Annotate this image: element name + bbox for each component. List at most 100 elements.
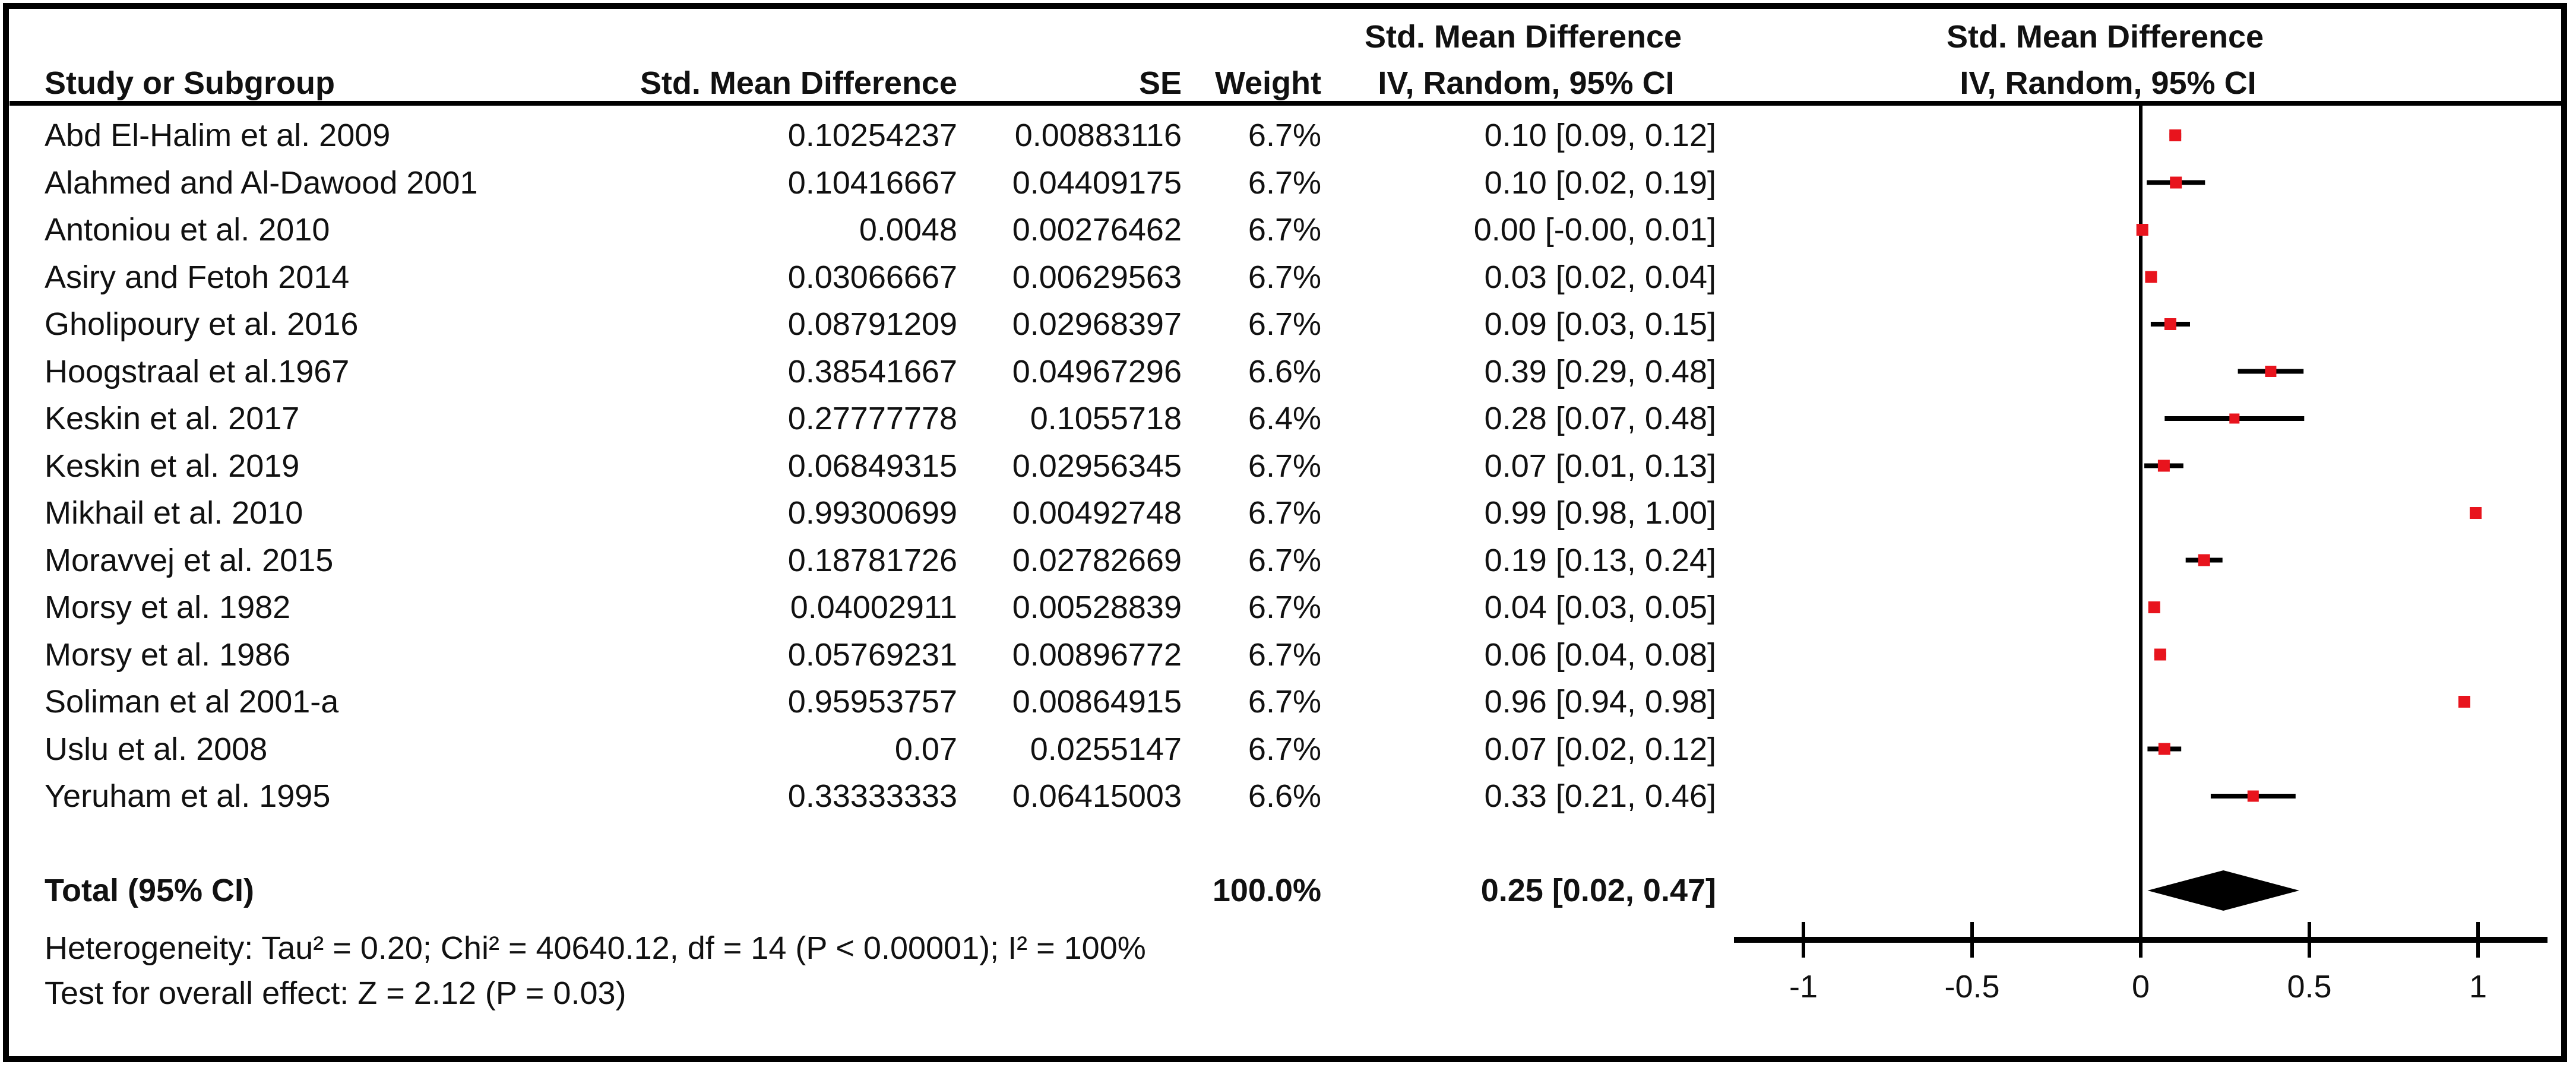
row-study-name: Uslu et al. 2008 [45,731,268,767]
row-smd-value: 0.95953757 [787,684,957,720]
row-study-name: Keskin et al. 2017 [45,401,300,436]
row-study-name: Gholipoury et al. 2016 [45,306,359,342]
row-ci-text: 0.19 [0.13, 0.24] [1484,543,1716,578]
row-weight-value: 6.6% [1248,778,1321,814]
row-se-value: 0.00629563 [1012,259,1182,295]
row-se-value: 0.00492748 [1012,495,1182,531]
row-weight-value: 6.7% [1248,448,1321,484]
row-smd-value: 0.07 [894,731,957,767]
row-ci-text: 0.33 [0.21, 0.46] [1484,778,1716,814]
row-study-name: Alahmed and Al-Dawood 2001 [45,165,478,201]
axis-tick-label: -0.5 [1944,969,1999,1005]
row-se-value: 0.0255147 [1030,731,1182,767]
row-ci-text: 0.96 [0.94, 0.98] [1484,684,1716,720]
row-smd-value: 0.06849315 [787,448,957,484]
row-se-value: 0.00896772 [1012,637,1182,673]
effect-marker [2470,507,2482,519]
effect-marker [2265,366,2277,377]
row-se-value: 0.1055718 [1030,401,1182,436]
row-weight-value: 6.7% [1248,543,1321,578]
row-study-name: Mikhail et al. 2010 [45,495,303,531]
row-smd-value: 0.27777778 [787,401,957,436]
row-ci-text: 0.07 [0.01, 0.13] [1484,448,1716,484]
col-header-smd: Std. Mean Difference [640,65,957,101]
row-se-value: 0.00528839 [1012,590,1182,625]
row-study-name: Morsy et al. 1982 [45,590,291,625]
row-study-name: Morsy et al. 1986 [45,637,291,673]
row-weight-value: 6.6% [1248,354,1321,389]
row-smd-value: 0.04002911 [790,590,957,625]
row-se-value: 0.00883116 [1014,118,1182,153]
row-ci-text: 0.39 [0.29, 0.48] [1484,354,1716,389]
axis-tick-label: -1 [1789,969,1818,1005]
row-se-value: 0.02968397 [1012,306,1182,342]
axis-tick [2139,922,2143,958]
axis-tick [2476,922,2480,958]
row-study-name: Antoniou et al. 2010 [45,212,330,248]
row-smd-value: 0.08791209 [787,306,957,342]
row-smd-value: 0.10416667 [787,165,957,201]
header-divider-rule [10,101,2566,106]
col-header-weight: Weight [1215,65,1321,101]
axis-tick [1970,922,1974,958]
row-study-name: Soliman et al 2001-a [45,684,339,720]
row-smd-value: 0.10254237 [787,118,957,153]
row-ci-text: 0.00 [-0.00, 0.01] [1473,212,1716,248]
effect-marker [2169,129,2182,141]
row-study-name: Keskin et al. 2019 [45,448,300,484]
row-smd-value: 0.0048 [859,212,957,248]
row-weight-value: 6.4% [1248,401,1321,436]
effect-marker [2154,648,2166,661]
total-label: Total (95% CI) [45,873,255,908]
total-weight: 100.0% [1212,873,1321,908]
axis-tick-label: 0 [2132,969,2150,1005]
effect-marker [2136,224,2148,236]
row-weight-value: 6.7% [1248,306,1321,342]
row-weight-value: 6.7% [1248,212,1321,248]
heterogeneity-stats: Heterogeneity: Tau² = 0.20; Chi² = 40640… [45,930,1146,966]
row-se-value: 0.00864915 [1012,684,1182,720]
effect-marker [2157,460,2170,472]
row-ci-text: 0.04 [0.03, 0.05] [1484,590,1716,625]
effect-marker [2148,601,2160,613]
row-se-value: 0.02782669 [1012,543,1182,578]
row-ci-text: 0.06 [0.04, 0.08] [1484,637,1716,673]
effect-marker [2247,790,2259,802]
row-se-value: 0.02956345 [1012,448,1182,484]
row-ci-text: 0.07 [0.02, 0.12] [1484,731,1716,767]
effect-marker [2145,271,2157,283]
row-ci-text: 0.99 [0.98, 1.00] [1484,495,1716,531]
axis-tick [1802,922,1805,958]
row-ci-text: 0.09 [0.03, 0.15] [1484,306,1716,342]
col-header-ci-line2: IV, Random, 95% CI [1378,65,1675,101]
zero-effect-line [2139,106,2143,940]
axis-tick-label: 1 [2469,969,2487,1005]
row-weight-value: 6.7% [1248,590,1321,625]
row-se-value: 0.04409175 [1012,165,1182,201]
col-header-plot-line2: IV, Random, 95% CI [1960,65,2257,101]
effect-marker [2158,743,2170,755]
effect-marker [2164,318,2176,330]
col-header-study: Study or Subgroup [45,65,335,101]
row-weight-value: 6.7% [1248,165,1321,201]
row-study-name: Hoogstraal et al.1967 [45,354,350,389]
row-study-name: Moravvej et al. 2015 [45,543,334,578]
row-smd-value: 0.03066667 [787,259,957,295]
row-study-name: Asiry and Fetoh 2014 [45,259,350,295]
summary-diamond [2147,870,2299,911]
overall-effect-test: Test for overall effect: Z = 2.12 (P = 0… [45,975,626,1011]
row-weight-value: 6.7% [1248,259,1321,295]
row-ci-text: 0.03 [0.02, 0.04] [1484,259,1716,295]
row-se-value: 0.06415003 [1012,778,1182,814]
effect-marker [2229,413,2240,424]
row-smd-value: 0.05769231 [787,637,957,673]
effect-marker [2170,176,2182,189]
row-ci-text: 0.28 [0.07, 0.48] [1484,401,1716,436]
col-header-se: SE [1138,65,1182,101]
row-se-value: 0.00276462 [1012,212,1182,248]
row-study-name: Abd El-Halim et al. 2009 [45,118,391,153]
row-study-name: Yeruham et al. 1995 [45,778,331,814]
effect-marker [2198,554,2210,566]
